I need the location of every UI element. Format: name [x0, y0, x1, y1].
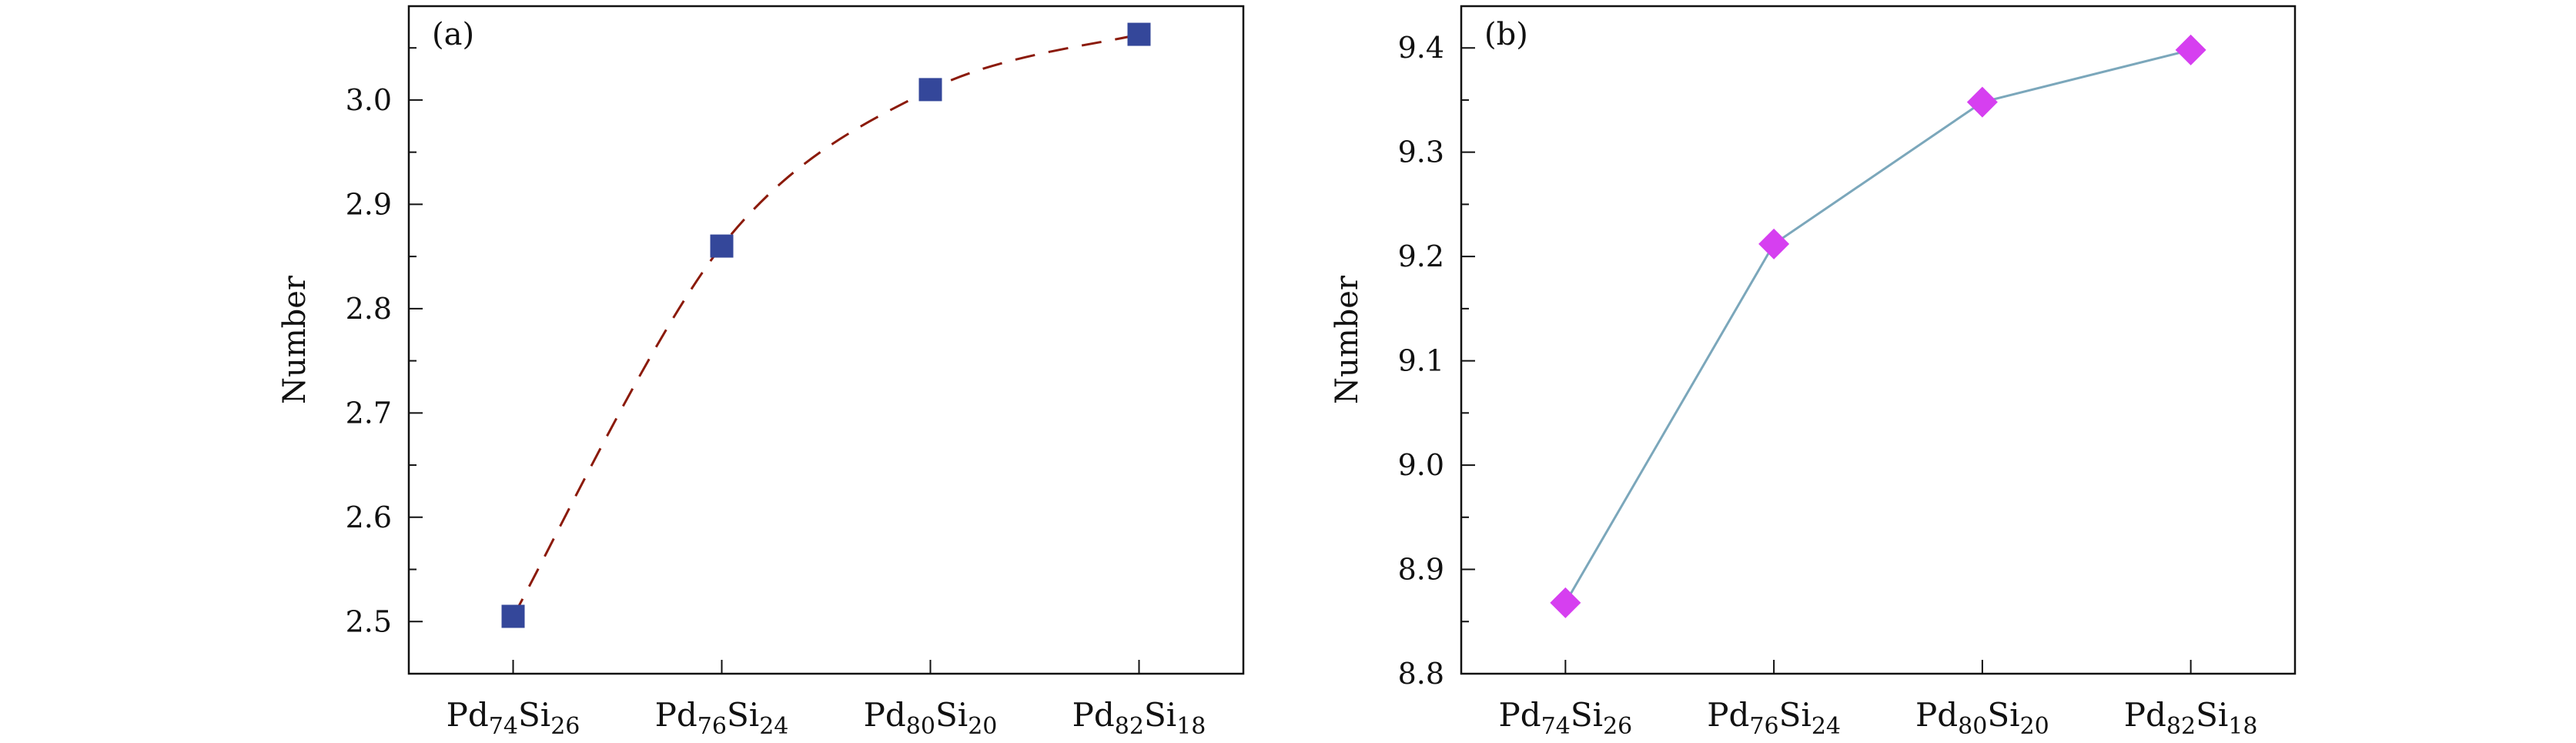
category-element: Pd — [447, 696, 489, 734]
y-tick-label: 9.3 — [1398, 136, 1444, 169]
data-point-square — [918, 78, 942, 102]
category-subscript: 24 — [1812, 713, 1841, 740]
category-element: Si — [2196, 696, 2228, 734]
x-category-label: Pd82Si18 — [1072, 696, 1206, 740]
category-element: Si — [518, 696, 550, 734]
panel-label: (a) — [432, 17, 474, 52]
category-element: Si — [935, 696, 968, 734]
data-point-diamond — [1550, 587, 1581, 618]
category-subscript: 82 — [2166, 713, 2196, 740]
x-category-label: Pd80Si20 — [864, 696, 998, 740]
category-subscript: 24 — [759, 713, 788, 740]
category-subscript: 20 — [968, 713, 997, 740]
category-element: Si — [1571, 696, 1603, 734]
data-point-diamond — [1758, 228, 1790, 259]
y-tick-label: 8.9 — [1398, 553, 1444, 587]
category-element: Pd — [864, 696, 906, 734]
category-subscript: 80 — [906, 713, 935, 740]
category-element: Pd — [1072, 696, 1115, 734]
category-element: Si — [1987, 696, 2019, 734]
category-subscript: 18 — [1176, 713, 1206, 740]
category-element: Pd — [655, 696, 698, 734]
x-category-label: Pd80Si20 — [1915, 696, 2049, 740]
series-line — [1564, 49, 2191, 604]
y-axis-title: Number — [277, 275, 313, 404]
y-tick-label: 9.2 — [1398, 239, 1444, 273]
category-subscript: 26 — [550, 713, 580, 740]
y-tick-label: 3.0 — [346, 83, 392, 117]
category-element: Pd — [1915, 696, 1958, 734]
data-point-diamond — [2175, 34, 2206, 65]
category-subscript: 82 — [1115, 713, 1144, 740]
category-subscript: 74 — [1541, 713, 1571, 740]
data-point-square — [501, 604, 525, 628]
y-tick-label: 2.9 — [346, 187, 392, 221]
category-element: Pd — [2124, 696, 2166, 734]
data-point-square — [710, 234, 734, 258]
y-tick-label: 8.8 — [1398, 657, 1444, 691]
category-subscript: 76 — [1749, 713, 1778, 740]
plot-frame — [1460, 5, 2297, 675]
category-subscript: 74 — [489, 713, 518, 740]
y-axis-title: Number — [1330, 275, 1365, 404]
x-category-label: Pd76Si24 — [1707, 696, 1841, 740]
y-tick-label: 9.4 — [1398, 31, 1444, 65]
x-category-label: Pd82Si18 — [2124, 696, 2258, 740]
data-point-square — [1127, 22, 1151, 46]
y-tick-label: 2.6 — [346, 500, 392, 534]
x-category-label: Pd76Si24 — [655, 696, 789, 740]
plot-frame — [407, 5, 1245, 675]
series-line — [512, 33, 1139, 617]
category-subscript: 20 — [2020, 713, 2049, 740]
category-subscript: 18 — [2228, 713, 2257, 740]
y-tick-label: 2.7 — [346, 396, 392, 430]
category-subscript: 26 — [1603, 713, 1632, 740]
category-element: Si — [1779, 696, 1812, 734]
category-element: Pd — [1499, 696, 1541, 734]
x-category-label: Pd74Si26 — [447, 696, 580, 740]
category-subscript: 80 — [1958, 713, 1987, 740]
category-element: Si — [1144, 696, 1176, 734]
y-tick-label: 9.1 — [1398, 344, 1444, 378]
data-point-diamond — [1966, 86, 1998, 118]
y-tick-label: 9.0 — [1398, 448, 1444, 482]
y-tick-label: 2.8 — [346, 292, 392, 326]
panel-label: (b) — [1484, 17, 1528, 52]
category-subscript: 76 — [698, 713, 727, 740]
x-category-label: Pd74Si26 — [1499, 696, 1633, 740]
category-element: Si — [727, 696, 759, 734]
y-tick-label: 2.5 — [346, 604, 392, 638]
category-element: Pd — [1707, 696, 1749, 734]
